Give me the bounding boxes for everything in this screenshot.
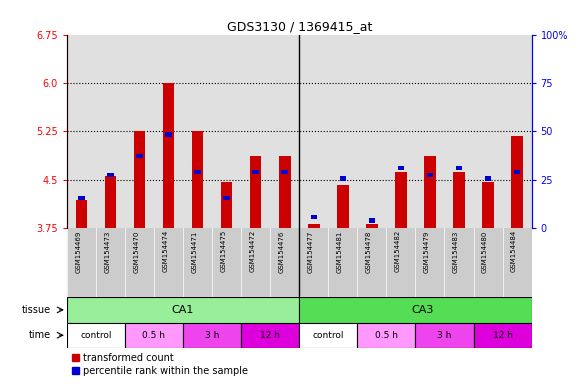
Text: CA1: CA1 — [172, 305, 194, 315]
Text: time: time — [28, 330, 51, 340]
Text: GSM154473: GSM154473 — [105, 230, 110, 273]
Bar — [67, 297, 299, 323]
Bar — [482, 182, 494, 228]
Bar — [137, 154, 143, 158]
Bar — [250, 156, 261, 228]
Text: tissue: tissue — [21, 305, 51, 315]
Bar — [134, 131, 145, 228]
Bar — [67, 323, 125, 348]
Text: GSM154475: GSM154475 — [221, 230, 227, 272]
Bar — [253, 170, 259, 174]
Text: control: control — [80, 331, 112, 340]
Bar — [78, 195, 85, 200]
Bar — [163, 83, 174, 228]
Text: 3 h: 3 h — [205, 331, 219, 340]
Title: GDS3130 / 1369415_at: GDS3130 / 1369415_at — [227, 20, 372, 33]
Bar — [282, 170, 288, 174]
Legend: transformed count, percentile rank within the sample: transformed count, percentile rank withi… — [71, 353, 248, 376]
Bar — [192, 131, 203, 228]
Bar — [369, 218, 375, 223]
Text: GSM154469: GSM154469 — [76, 230, 81, 273]
Bar — [221, 182, 232, 228]
Bar — [514, 170, 521, 174]
Bar — [426, 173, 433, 177]
Bar — [107, 173, 114, 177]
Text: GSM154482: GSM154482 — [395, 230, 401, 272]
Bar — [279, 156, 290, 228]
Bar — [366, 223, 378, 228]
Bar — [485, 176, 492, 181]
Text: GSM154472: GSM154472 — [250, 230, 256, 272]
Bar — [511, 136, 523, 228]
Bar — [166, 132, 172, 137]
Bar — [224, 195, 230, 200]
Text: control: control — [313, 331, 344, 340]
Text: 12 h: 12 h — [493, 331, 512, 340]
Bar — [453, 172, 465, 228]
Text: CA3: CA3 — [411, 305, 434, 315]
Text: GSM154484: GSM154484 — [511, 230, 517, 272]
Text: 12 h: 12 h — [260, 331, 280, 340]
Text: GSM154470: GSM154470 — [134, 230, 139, 273]
Text: GSM154476: GSM154476 — [279, 230, 285, 273]
Bar — [125, 323, 183, 348]
Bar — [194, 170, 201, 174]
Text: 0.5 h: 0.5 h — [142, 331, 166, 340]
Text: GSM154471: GSM154471 — [192, 230, 198, 273]
Bar — [456, 166, 462, 170]
Bar — [357, 323, 415, 348]
Bar — [398, 166, 404, 170]
Bar — [105, 177, 116, 228]
Text: 3 h: 3 h — [437, 331, 451, 340]
Bar — [337, 185, 349, 228]
Text: GSM154474: GSM154474 — [163, 230, 168, 272]
Text: GSM154481: GSM154481 — [337, 230, 343, 273]
Text: GSM154483: GSM154483 — [453, 230, 459, 273]
Bar — [310, 215, 317, 219]
Bar — [415, 323, 474, 348]
Bar — [183, 323, 241, 348]
Bar — [308, 223, 320, 228]
Bar — [395, 172, 407, 228]
Text: 0.5 h: 0.5 h — [375, 331, 398, 340]
Text: GSM154480: GSM154480 — [482, 230, 488, 273]
Bar — [299, 297, 532, 323]
Text: GSM154479: GSM154479 — [424, 230, 430, 273]
Text: GSM154478: GSM154478 — [366, 230, 372, 273]
Bar — [474, 323, 532, 348]
Bar — [299, 323, 357, 348]
Bar — [76, 200, 87, 228]
Text: GSM154477: GSM154477 — [308, 230, 314, 273]
Bar — [424, 156, 436, 228]
Bar — [340, 176, 346, 181]
Bar — [241, 323, 299, 348]
